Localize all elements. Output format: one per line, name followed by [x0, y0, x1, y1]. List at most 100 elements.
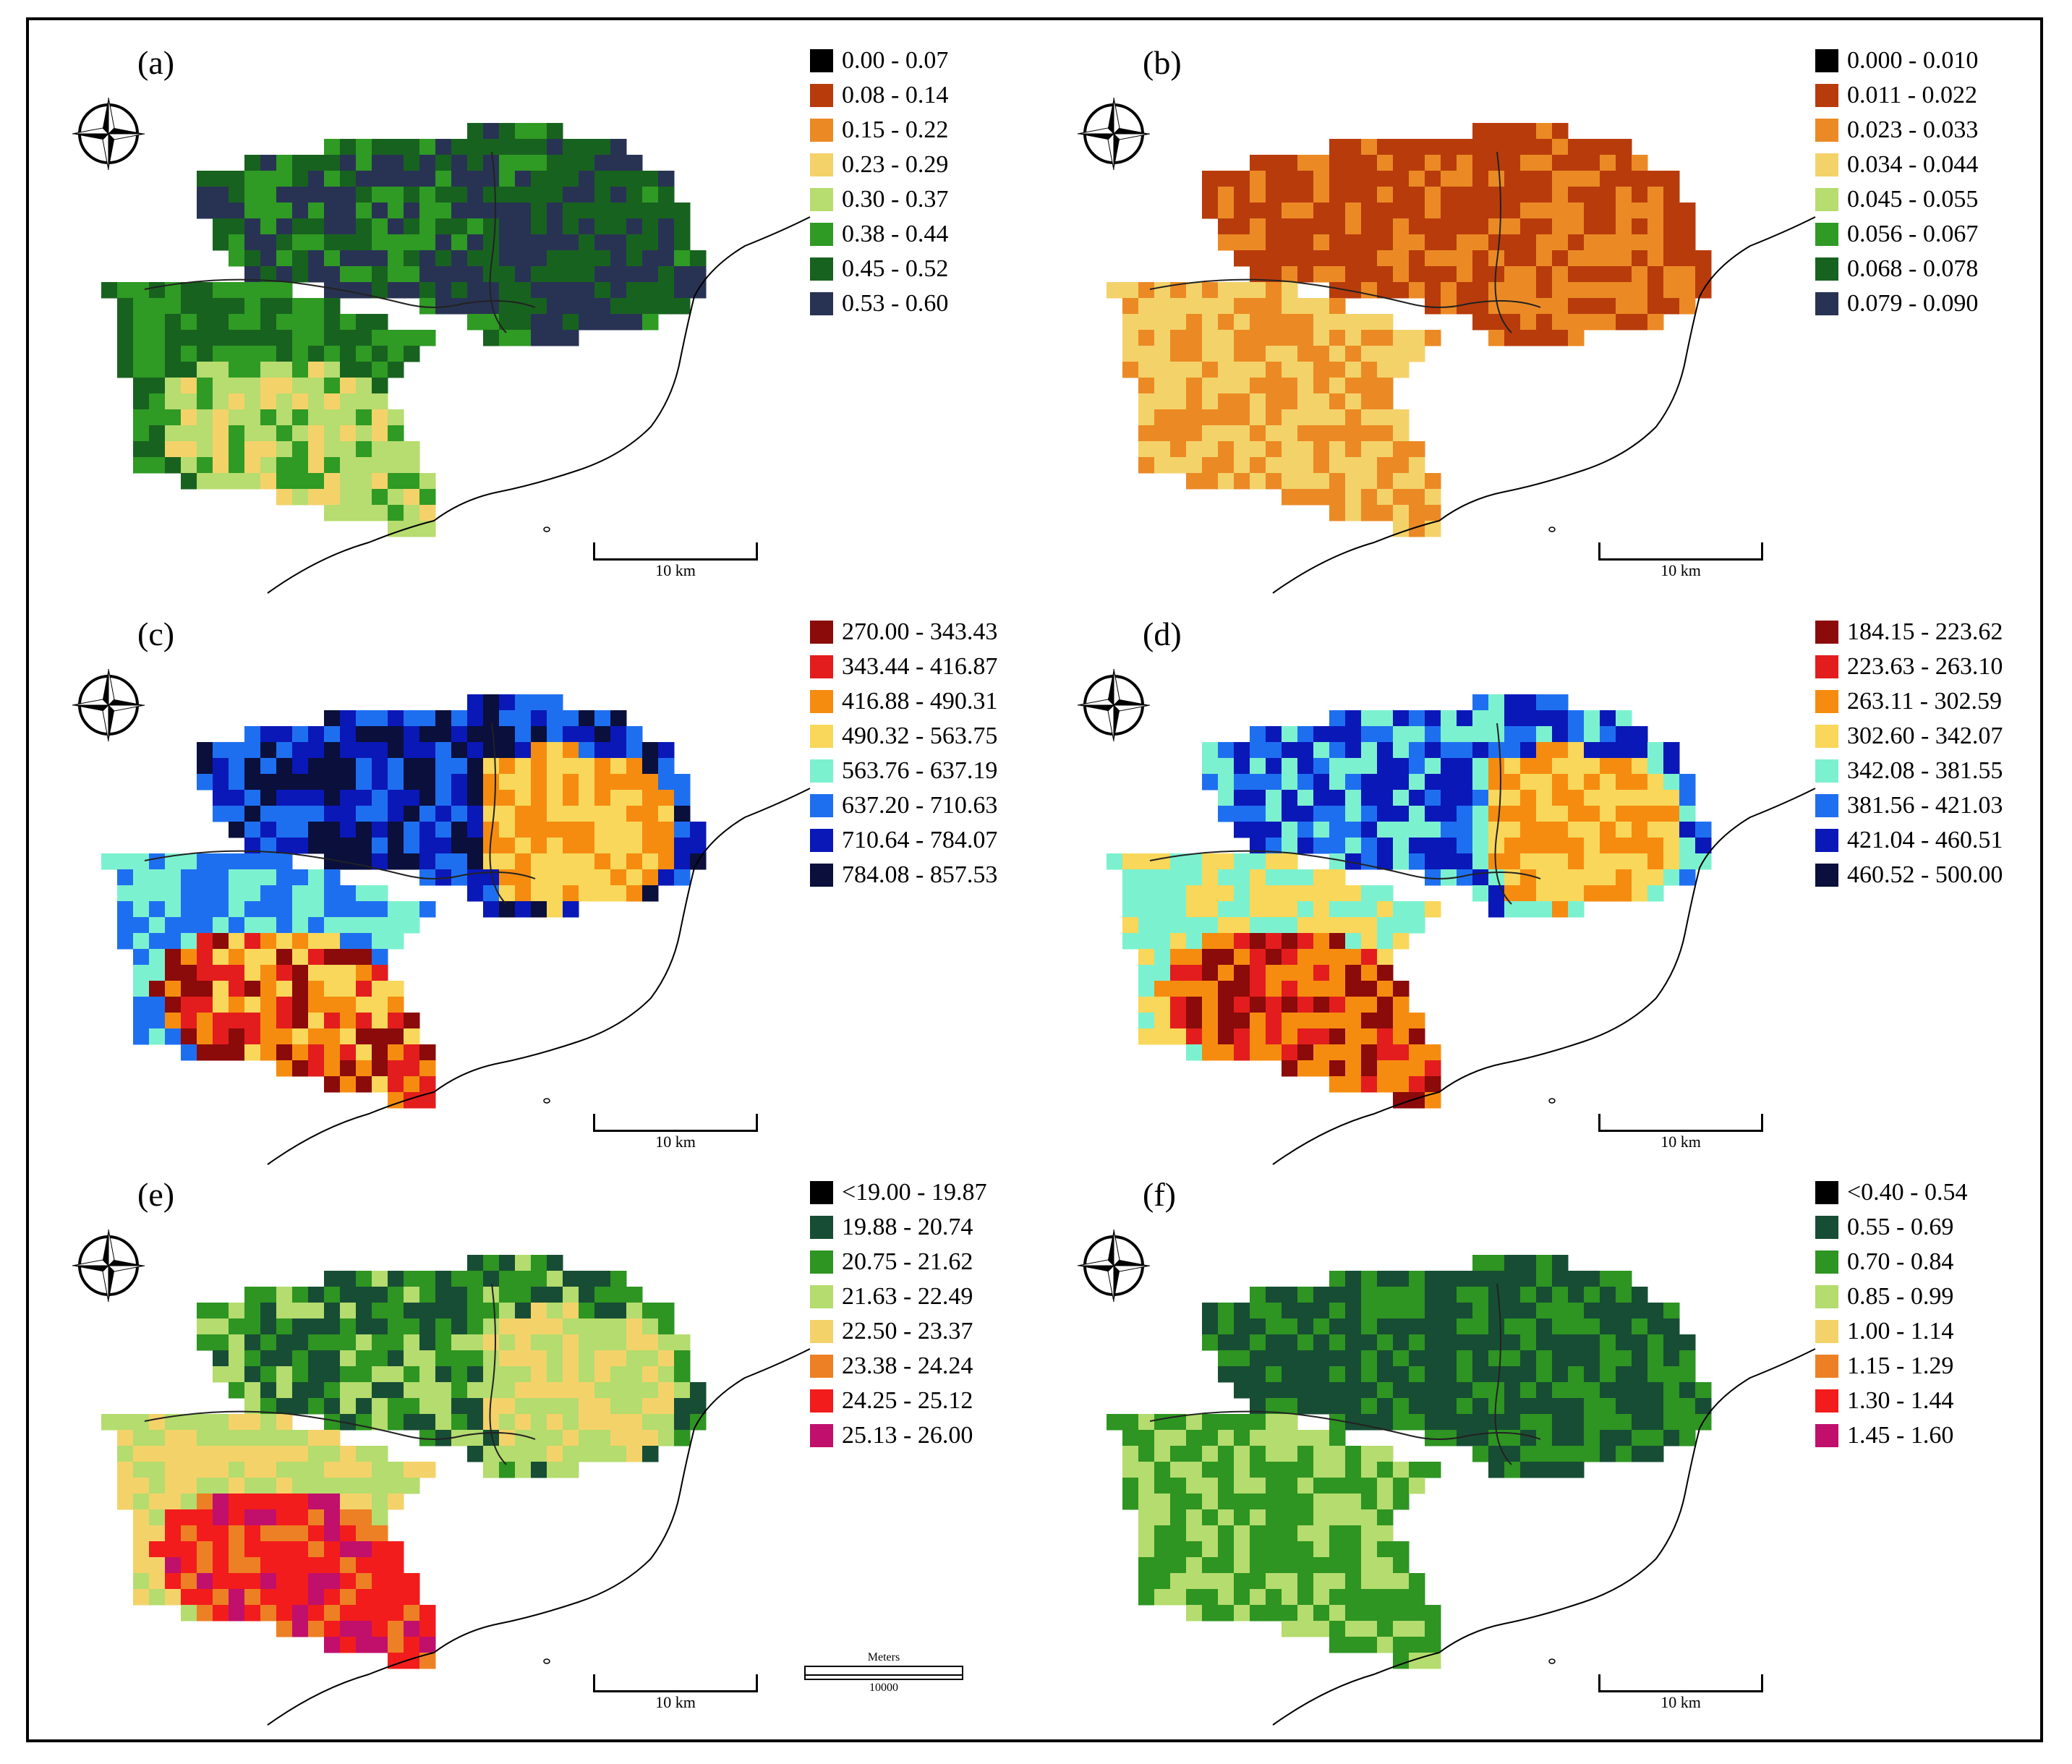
raster-cell	[1282, 187, 1298, 203]
raster-cell	[292, 1541, 309, 1558]
raster-cell	[1679, 1350, 1696, 1367]
raster-cell	[388, 139, 404, 155]
raster-cell	[244, 314, 261, 331]
legend-item: 25.13 - 26.00	[810, 1418, 987, 1453]
raster-cell	[419, 1060, 436, 1077]
raster-cell	[1377, 742, 1394, 759]
raster-cell	[276, 838, 293, 854]
raster-cell	[1457, 838, 1473, 854]
raster-cell	[372, 838, 388, 854]
raster-cell	[229, 774, 245, 791]
raster-cell	[1170, 1509, 1187, 1526]
raster-cell	[260, 1478, 277, 1494]
raster-cell	[1393, 838, 1410, 854]
raster-cell	[340, 997, 357, 1013]
raster-cell	[165, 885, 182, 902]
raster-cell	[1600, 1382, 1616, 1399]
raster-cell	[292, 965, 309, 981]
raster-cell	[244, 1398, 261, 1415]
raster-cell	[213, 409, 229, 426]
raster-cell	[133, 1414, 150, 1431]
raster-cell	[1536, 234, 1553, 251]
raster-cell	[1584, 155, 1600, 171]
raster-cell	[404, 171, 420, 187]
raster-cell	[1282, 901, 1298, 918]
raster-cell	[579, 266, 595, 283]
raster-cell	[1234, 933, 1250, 950]
raster-cell	[1138, 1509, 1155, 1526]
raster-cell	[531, 139, 547, 155]
raster-cell	[197, 981, 213, 997]
raster-cell	[1504, 330, 1521, 346]
raster-cell	[292, 266, 309, 283]
raster-cell	[1313, 1318, 1330, 1335]
raster-cell	[1250, 1573, 1266, 1590]
raster-cell	[356, 266, 372, 283]
raster-cell	[1266, 981, 1282, 997]
raster-cell	[1218, 1525, 1235, 1542]
raster-cell	[1488, 187, 1505, 203]
raster-cell	[260, 758, 277, 775]
raster-cell	[1154, 981, 1171, 997]
raster-cell	[419, 1044, 436, 1061]
raster-cell	[610, 1382, 627, 1399]
raster-cell	[1202, 393, 1219, 410]
raster-cell	[372, 1525, 388, 1542]
raster-cell	[1536, 1350, 1553, 1367]
raster-cell	[181, 1446, 197, 1462]
raster-cell	[579, 1287, 595, 1303]
raster-cell	[1616, 266, 1632, 283]
raster-cell	[388, 758, 404, 775]
raster-cell	[1361, 171, 1378, 187]
raster-cell	[674, 853, 691, 870]
raster-cell	[244, 346, 261, 362]
raster-cell	[515, 298, 532, 315]
raster-cell	[356, 1541, 372, 1558]
raster-cell	[276, 1287, 293, 1303]
boundary-line	[1149, 1410, 1541, 1440]
raster-cell	[244, 1605, 261, 1622]
raster-cell	[1329, 981, 1346, 997]
raster-cell	[1250, 1541, 1266, 1558]
raster-cell	[1425, 901, 1441, 918]
map-panel: (d) 184.15 - 223.62 223.63 - 263.10 263.11 …	[1034, 593, 2041, 1167]
raster-cell	[1202, 1573, 1219, 1590]
raster-cell	[133, 1478, 150, 1494]
raster-cell	[626, 1350, 643, 1367]
raster-cell	[626, 742, 643, 759]
raster-cell	[1218, 885, 1235, 902]
raster-cell	[1154, 1013, 1171, 1029]
raster-cell	[133, 1013, 150, 1029]
raster-cell	[1552, 869, 1569, 886]
raster-cell	[626, 822, 643, 838]
raster-cell	[1250, 441, 1266, 458]
raster-cell	[1361, 1494, 1378, 1510]
raster-cell	[356, 1271, 372, 1287]
raster-cell	[1616, 1430, 1632, 1446]
raster-cell	[419, 853, 436, 870]
raster-cell	[1647, 1430, 1664, 1446]
raster-cell	[1297, 1525, 1314, 1542]
raster-cell	[579, 1271, 595, 1287]
raster-cell	[388, 521, 404, 537]
legend-label: 0.056 - 0.067	[1847, 221, 1979, 247]
raster-cell	[260, 1573, 277, 1590]
raster-cell	[1170, 409, 1187, 426]
raster-cell	[1313, 330, 1330, 346]
raster-cell	[372, 362, 388, 378]
raster-cell	[308, 1494, 325, 1510]
raster-cell	[1647, 838, 1664, 854]
raster-cell	[1520, 774, 1537, 791]
raster-cell	[260, 1028, 277, 1045]
raster-cell	[1297, 1541, 1314, 1558]
raster-cell	[1409, 521, 1425, 537]
raster-cell	[1568, 218, 1585, 235]
raster-cell	[451, 774, 468, 791]
raster-cell	[642, 853, 659, 870]
raster-cell	[1266, 1318, 1282, 1335]
raster-cell	[372, 1494, 388, 1510]
raster-cell	[1409, 250, 1425, 267]
raster-cell	[1154, 1557, 1171, 1574]
raster-cell	[1409, 774, 1425, 791]
raster-cell	[547, 123, 563, 140]
